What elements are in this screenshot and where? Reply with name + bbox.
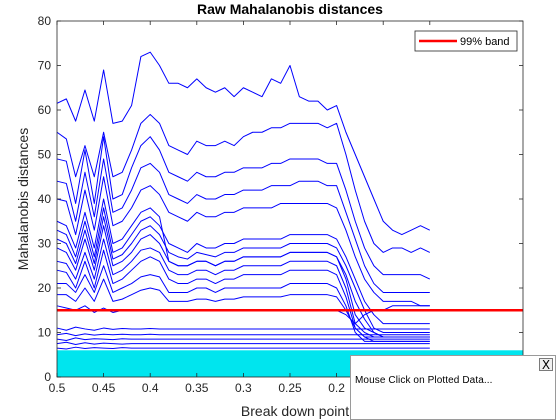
y-tick-label: 0	[44, 370, 51, 384]
chart-title: Raw Mahalanobis distances	[197, 1, 383, 17]
x-tick-label: 0.35	[185, 381, 209, 395]
y-tick-label: 10	[38, 326, 52, 340]
y-axis-label: Mahalanobis distances	[15, 128, 31, 270]
series-line-10[interactable]	[56, 238, 430, 338]
y-tick-label: 80	[38, 14, 52, 28]
x-tick-label: 0.3	[235, 381, 252, 395]
plot-area	[57, 21, 523, 377]
series-layer	[56, 51, 431, 350]
series-line-8[interactable]	[56, 216, 430, 333]
series-line-1[interactable]	[56, 51, 431, 236]
y-tick-label: 70	[38, 59, 52, 73]
series-line-12[interactable]	[57, 265, 430, 342]
series-line-7[interactable]	[56, 207, 430, 325]
y-tick-label: 50	[38, 148, 52, 162]
legend: 99% band	[414, 30, 518, 52]
x-tick-label: 0.2	[328, 381, 345, 395]
popup-close-button[interactable]: X	[539, 358, 553, 371]
x-tick-label: 0.25	[278, 381, 302, 395]
x-tick-label: 0.45	[92, 381, 116, 395]
series-line-4[interactable]	[56, 158, 430, 293]
series-line-5[interactable]	[56, 176, 430, 307]
series-line-low-2[interactable]	[56, 326, 430, 331]
series-line-low-3[interactable]	[56, 332, 430, 337]
y-tick-label: 40	[38, 192, 52, 206]
series-line-2[interactable]	[56, 113, 431, 253]
y-tick-label: 60	[38, 103, 52, 117]
series-line-low-5[interactable]	[56, 341, 430, 346]
series-line-low-6[interactable]	[56, 346, 430, 350]
series-line-low-4[interactable]	[56, 337, 430, 342]
x-tick-label: 0.5	[49, 381, 66, 395]
series-line-13[interactable]	[57, 278, 430, 342]
click-instruction-popup[interactable]: X Mouse Click on Plotted Data...	[350, 355, 556, 420]
popup-message: Mouse Click on Plotted Data...	[355, 375, 493, 386]
series-line-9[interactable]	[56, 225, 430, 338]
x-tick-label: 0.4	[142, 381, 159, 395]
y-axis-ticks: 0 10 20 30 40 50 60 70 80	[38, 14, 523, 384]
series-line-3[interactable]	[56, 136, 431, 280]
legend-box	[414, 30, 518, 52]
y-tick-label: 20	[38, 281, 52, 295]
x-axis-label: Break down point	[241, 403, 349, 419]
series-line-11[interactable]	[56, 249, 430, 338]
legend-label-99-band: 99% band	[460, 36, 510, 48]
y-tick-label: 30	[38, 237, 52, 251]
